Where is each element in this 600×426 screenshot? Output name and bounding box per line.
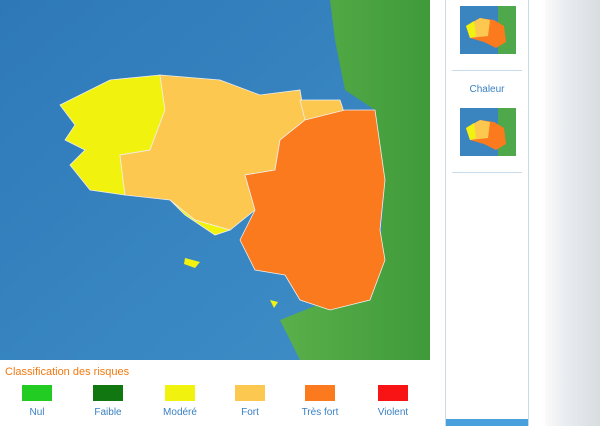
- legend-swatch: [305, 385, 335, 401]
- regions: [59, 74, 386, 311]
- separator: [452, 172, 522, 173]
- legend-label: Très fort: [301, 407, 339, 418]
- legend-label: Faible: [94, 407, 122, 418]
- legend-title: Classification des risques: [5, 366, 130, 378]
- islands: [184, 258, 278, 308]
- legend-swatch: [22, 385, 52, 401]
- region: [169, 199, 232, 236]
- legend-label: Violent: [377, 407, 409, 418]
- region: [239, 109, 386, 311]
- legend-label: Nul: [29, 407, 45, 418]
- sidebar: Chaleur: [445, 0, 529, 426]
- legend-swatch: [165, 385, 195, 401]
- legend-swatch: [378, 385, 408, 401]
- legend: Classification des risques Nul Faible Modé…: [0, 360, 430, 426]
- background-panel: [545, 0, 600, 426]
- scroll-bar[interactable]: [446, 419, 528, 426]
- legend-label: Fort: [241, 407, 259, 418]
- sidebar-label[interactable]: Chaleur: [469, 84, 505, 95]
- land: [280, 0, 430, 360]
- thumbnail[interactable]: [460, 6, 516, 54]
- thumbnail[interactable]: [460, 108, 516, 156]
- legend-swatch: [93, 385, 123, 401]
- legend-swatch: [235, 385, 265, 401]
- map: [0, 0, 430, 360]
- legend-label: Modéré: [163, 407, 197, 418]
- separator: [452, 70, 522, 71]
